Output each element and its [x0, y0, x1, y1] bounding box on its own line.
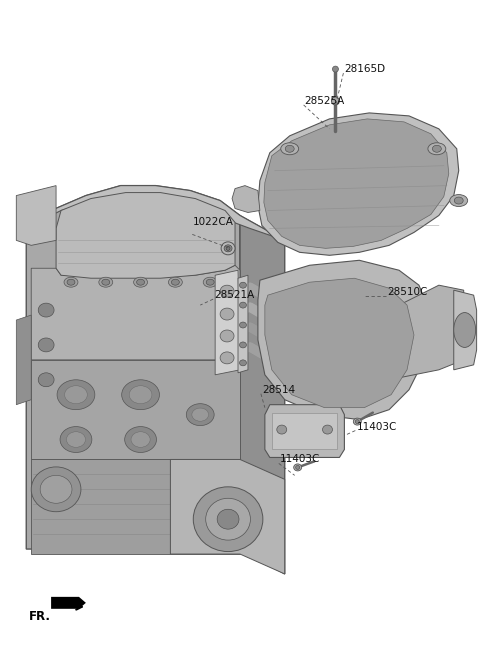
- Ellipse shape: [240, 283, 246, 288]
- Text: 28521A: 28521A: [214, 290, 254, 300]
- Ellipse shape: [31, 467, 81, 512]
- Ellipse shape: [240, 360, 246, 366]
- Ellipse shape: [355, 420, 360, 424]
- Ellipse shape: [38, 303, 54, 317]
- Polygon shape: [26, 186, 285, 240]
- Ellipse shape: [171, 279, 180, 285]
- Ellipse shape: [220, 308, 234, 320]
- Polygon shape: [454, 290, 477, 370]
- Ellipse shape: [240, 322, 246, 328]
- Ellipse shape: [133, 277, 147, 287]
- Ellipse shape: [64, 277, 78, 287]
- Ellipse shape: [168, 277, 182, 287]
- Ellipse shape: [285, 145, 294, 152]
- Ellipse shape: [333, 66, 338, 72]
- Ellipse shape: [294, 464, 301, 471]
- Ellipse shape: [186, 403, 214, 426]
- Ellipse shape: [353, 418, 361, 425]
- Text: 11403C: 11403C: [280, 455, 320, 464]
- Ellipse shape: [57, 380, 95, 410]
- Polygon shape: [51, 597, 86, 609]
- Ellipse shape: [206, 498, 251, 540]
- Ellipse shape: [102, 279, 110, 285]
- Ellipse shape: [203, 277, 217, 287]
- Ellipse shape: [296, 465, 300, 469]
- Ellipse shape: [323, 425, 333, 434]
- Ellipse shape: [217, 509, 239, 529]
- Polygon shape: [56, 193, 235, 278]
- Polygon shape: [215, 270, 240, 374]
- Ellipse shape: [206, 279, 214, 285]
- Ellipse shape: [131, 432, 150, 447]
- Ellipse shape: [226, 246, 230, 250]
- Text: 28165D: 28165D: [344, 64, 385, 74]
- Ellipse shape: [38, 338, 54, 352]
- Ellipse shape: [428, 143, 446, 155]
- Ellipse shape: [240, 342, 246, 348]
- Text: 28510C: 28510C: [387, 287, 428, 297]
- Polygon shape: [170, 459, 285, 574]
- Ellipse shape: [122, 380, 159, 410]
- Ellipse shape: [432, 145, 441, 152]
- Polygon shape: [31, 459, 240, 554]
- Ellipse shape: [129, 386, 152, 403]
- Ellipse shape: [137, 279, 144, 285]
- Polygon shape: [240, 215, 285, 574]
- Ellipse shape: [332, 97, 339, 105]
- Ellipse shape: [65, 386, 87, 403]
- Ellipse shape: [192, 408, 209, 421]
- Ellipse shape: [220, 285, 234, 297]
- Polygon shape: [258, 260, 429, 420]
- Ellipse shape: [220, 330, 234, 342]
- Ellipse shape: [67, 279, 75, 285]
- Ellipse shape: [193, 487, 263, 552]
- Polygon shape: [265, 278, 414, 407]
- Ellipse shape: [454, 197, 463, 204]
- Ellipse shape: [240, 302, 246, 308]
- Ellipse shape: [66, 432, 85, 447]
- Ellipse shape: [224, 245, 232, 252]
- Polygon shape: [16, 186, 56, 245]
- Polygon shape: [272, 413, 337, 449]
- Ellipse shape: [281, 143, 299, 155]
- Polygon shape: [16, 315, 31, 405]
- Ellipse shape: [99, 277, 113, 287]
- Ellipse shape: [221, 242, 235, 255]
- Ellipse shape: [220, 352, 234, 364]
- Text: 28514: 28514: [262, 385, 295, 395]
- Polygon shape: [26, 186, 240, 549]
- Polygon shape: [31, 360, 240, 459]
- Text: 11403C: 11403C: [356, 422, 396, 432]
- Polygon shape: [238, 275, 248, 373]
- Ellipse shape: [454, 313, 476, 348]
- Polygon shape: [265, 405, 344, 457]
- Polygon shape: [232, 186, 260, 212]
- Ellipse shape: [38, 373, 54, 387]
- Polygon shape: [258, 113, 459, 256]
- Polygon shape: [389, 285, 464, 380]
- Text: FR.: FR.: [29, 610, 51, 623]
- Ellipse shape: [450, 194, 468, 206]
- Polygon shape: [31, 265, 240, 360]
- Ellipse shape: [125, 426, 156, 453]
- Text: 1022CA: 1022CA: [193, 217, 234, 227]
- Polygon shape: [264, 119, 449, 248]
- Ellipse shape: [40, 476, 72, 503]
- Text: 28525A: 28525A: [305, 96, 345, 106]
- Ellipse shape: [60, 426, 92, 453]
- Ellipse shape: [277, 425, 287, 434]
